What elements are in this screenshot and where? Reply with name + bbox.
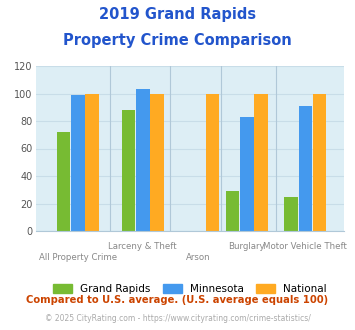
Bar <box>85 93 99 231</box>
Bar <box>71 95 84 231</box>
Bar <box>313 93 327 231</box>
Bar <box>254 93 268 231</box>
Text: Burglary: Burglary <box>229 242 265 251</box>
Text: Motor Vehicle Theft: Motor Vehicle Theft <box>263 242 347 251</box>
Bar <box>240 117 253 231</box>
Bar <box>150 93 164 231</box>
Text: Arson: Arson <box>186 253 211 262</box>
Text: © 2025 CityRating.com - https://www.cityrating.com/crime-statistics/: © 2025 CityRating.com - https://www.city… <box>45 314 310 323</box>
Text: Property Crime Comparison: Property Crime Comparison <box>63 33 292 48</box>
Bar <box>226 191 239 231</box>
Bar <box>284 197 298 231</box>
Bar <box>57 132 70 231</box>
Text: Compared to U.S. average. (U.S. average equals 100): Compared to U.S. average. (U.S. average … <box>26 295 329 305</box>
Bar <box>122 110 135 231</box>
Bar <box>299 106 312 231</box>
Text: Larceny & Theft: Larceny & Theft <box>109 242 177 251</box>
Legend: Grand Rapids, Minnesota, National: Grand Rapids, Minnesota, National <box>49 280 331 298</box>
Bar <box>136 89 149 231</box>
Bar <box>206 93 219 231</box>
Text: 2019 Grand Rapids: 2019 Grand Rapids <box>99 7 256 21</box>
Text: All Property Crime: All Property Crime <box>39 253 117 262</box>
